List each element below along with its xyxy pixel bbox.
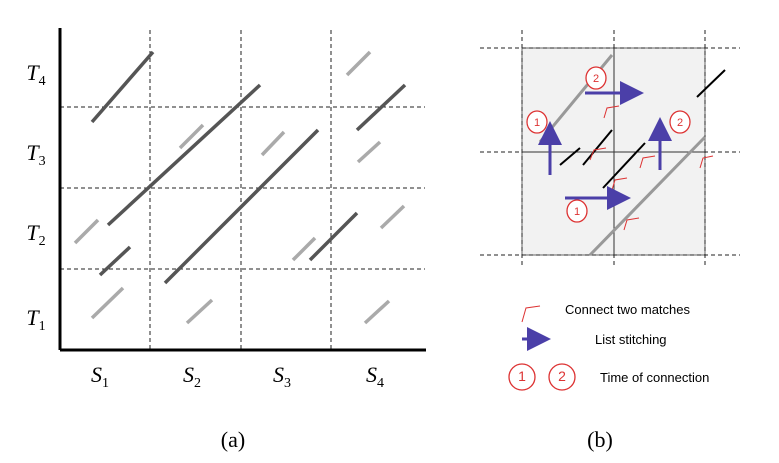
subscript: 1 <box>39 319 46 334</box>
marker-label: 2 <box>677 117 683 129</box>
marker-label: 2 <box>593 73 599 85</box>
marker-label: 1 <box>518 368 526 384</box>
axis-label: T1 <box>26 305 45 334</box>
marker-circle <box>585 66 607 90</box>
marker-circle <box>526 110 548 134</box>
marker-circle <box>508 363 536 391</box>
letter: T <box>26 220 40 245</box>
subscript: 2 <box>39 234 46 249</box>
letter: S <box>91 362 102 387</box>
letter: S <box>366 362 377 387</box>
axis-label: S4 <box>366 362 384 391</box>
legend-label: Time of connection <box>600 370 709 385</box>
marker-circle <box>669 110 691 134</box>
legend-label: List stitching <box>595 332 667 347</box>
axis-label: S3 <box>273 362 291 391</box>
panel-b: 1 2 2 1 1 2 Connect two matches List stitchin… <box>480 30 740 452</box>
axis-label: T2 <box>26 220 45 249</box>
subscript: 3 <box>284 376 291 391</box>
legend-label: Connect two matches <box>565 302 691 317</box>
subscript: 4 <box>377 376 384 391</box>
axis-label: S1 <box>91 362 109 391</box>
marker-label: 1 <box>534 117 540 129</box>
subscript: 2 <box>194 376 201 391</box>
letter: T <box>26 140 40 165</box>
marker-circle <box>548 363 576 391</box>
subscript: 3 <box>39 154 46 169</box>
letter: S <box>273 362 284 387</box>
marker-label: 2 <box>558 368 566 384</box>
marker-label: 1 <box>574 206 580 218</box>
letter: S <box>183 362 194 387</box>
light-segments <box>73 50 406 325</box>
axis-label: S2 <box>183 362 201 391</box>
dark-segments <box>90 50 407 285</box>
letter: T <box>26 60 40 85</box>
axis-label: T3 <box>26 140 45 169</box>
marker-circle <box>566 199 588 223</box>
axis-label: T4 <box>26 60 45 89</box>
caption: (b) <box>587 427 613 452</box>
subscript: 4 <box>39 74 46 89</box>
letter: T <box>26 305 40 330</box>
caption: (a) <box>221 427 245 452</box>
subscript: 1 <box>102 376 109 391</box>
